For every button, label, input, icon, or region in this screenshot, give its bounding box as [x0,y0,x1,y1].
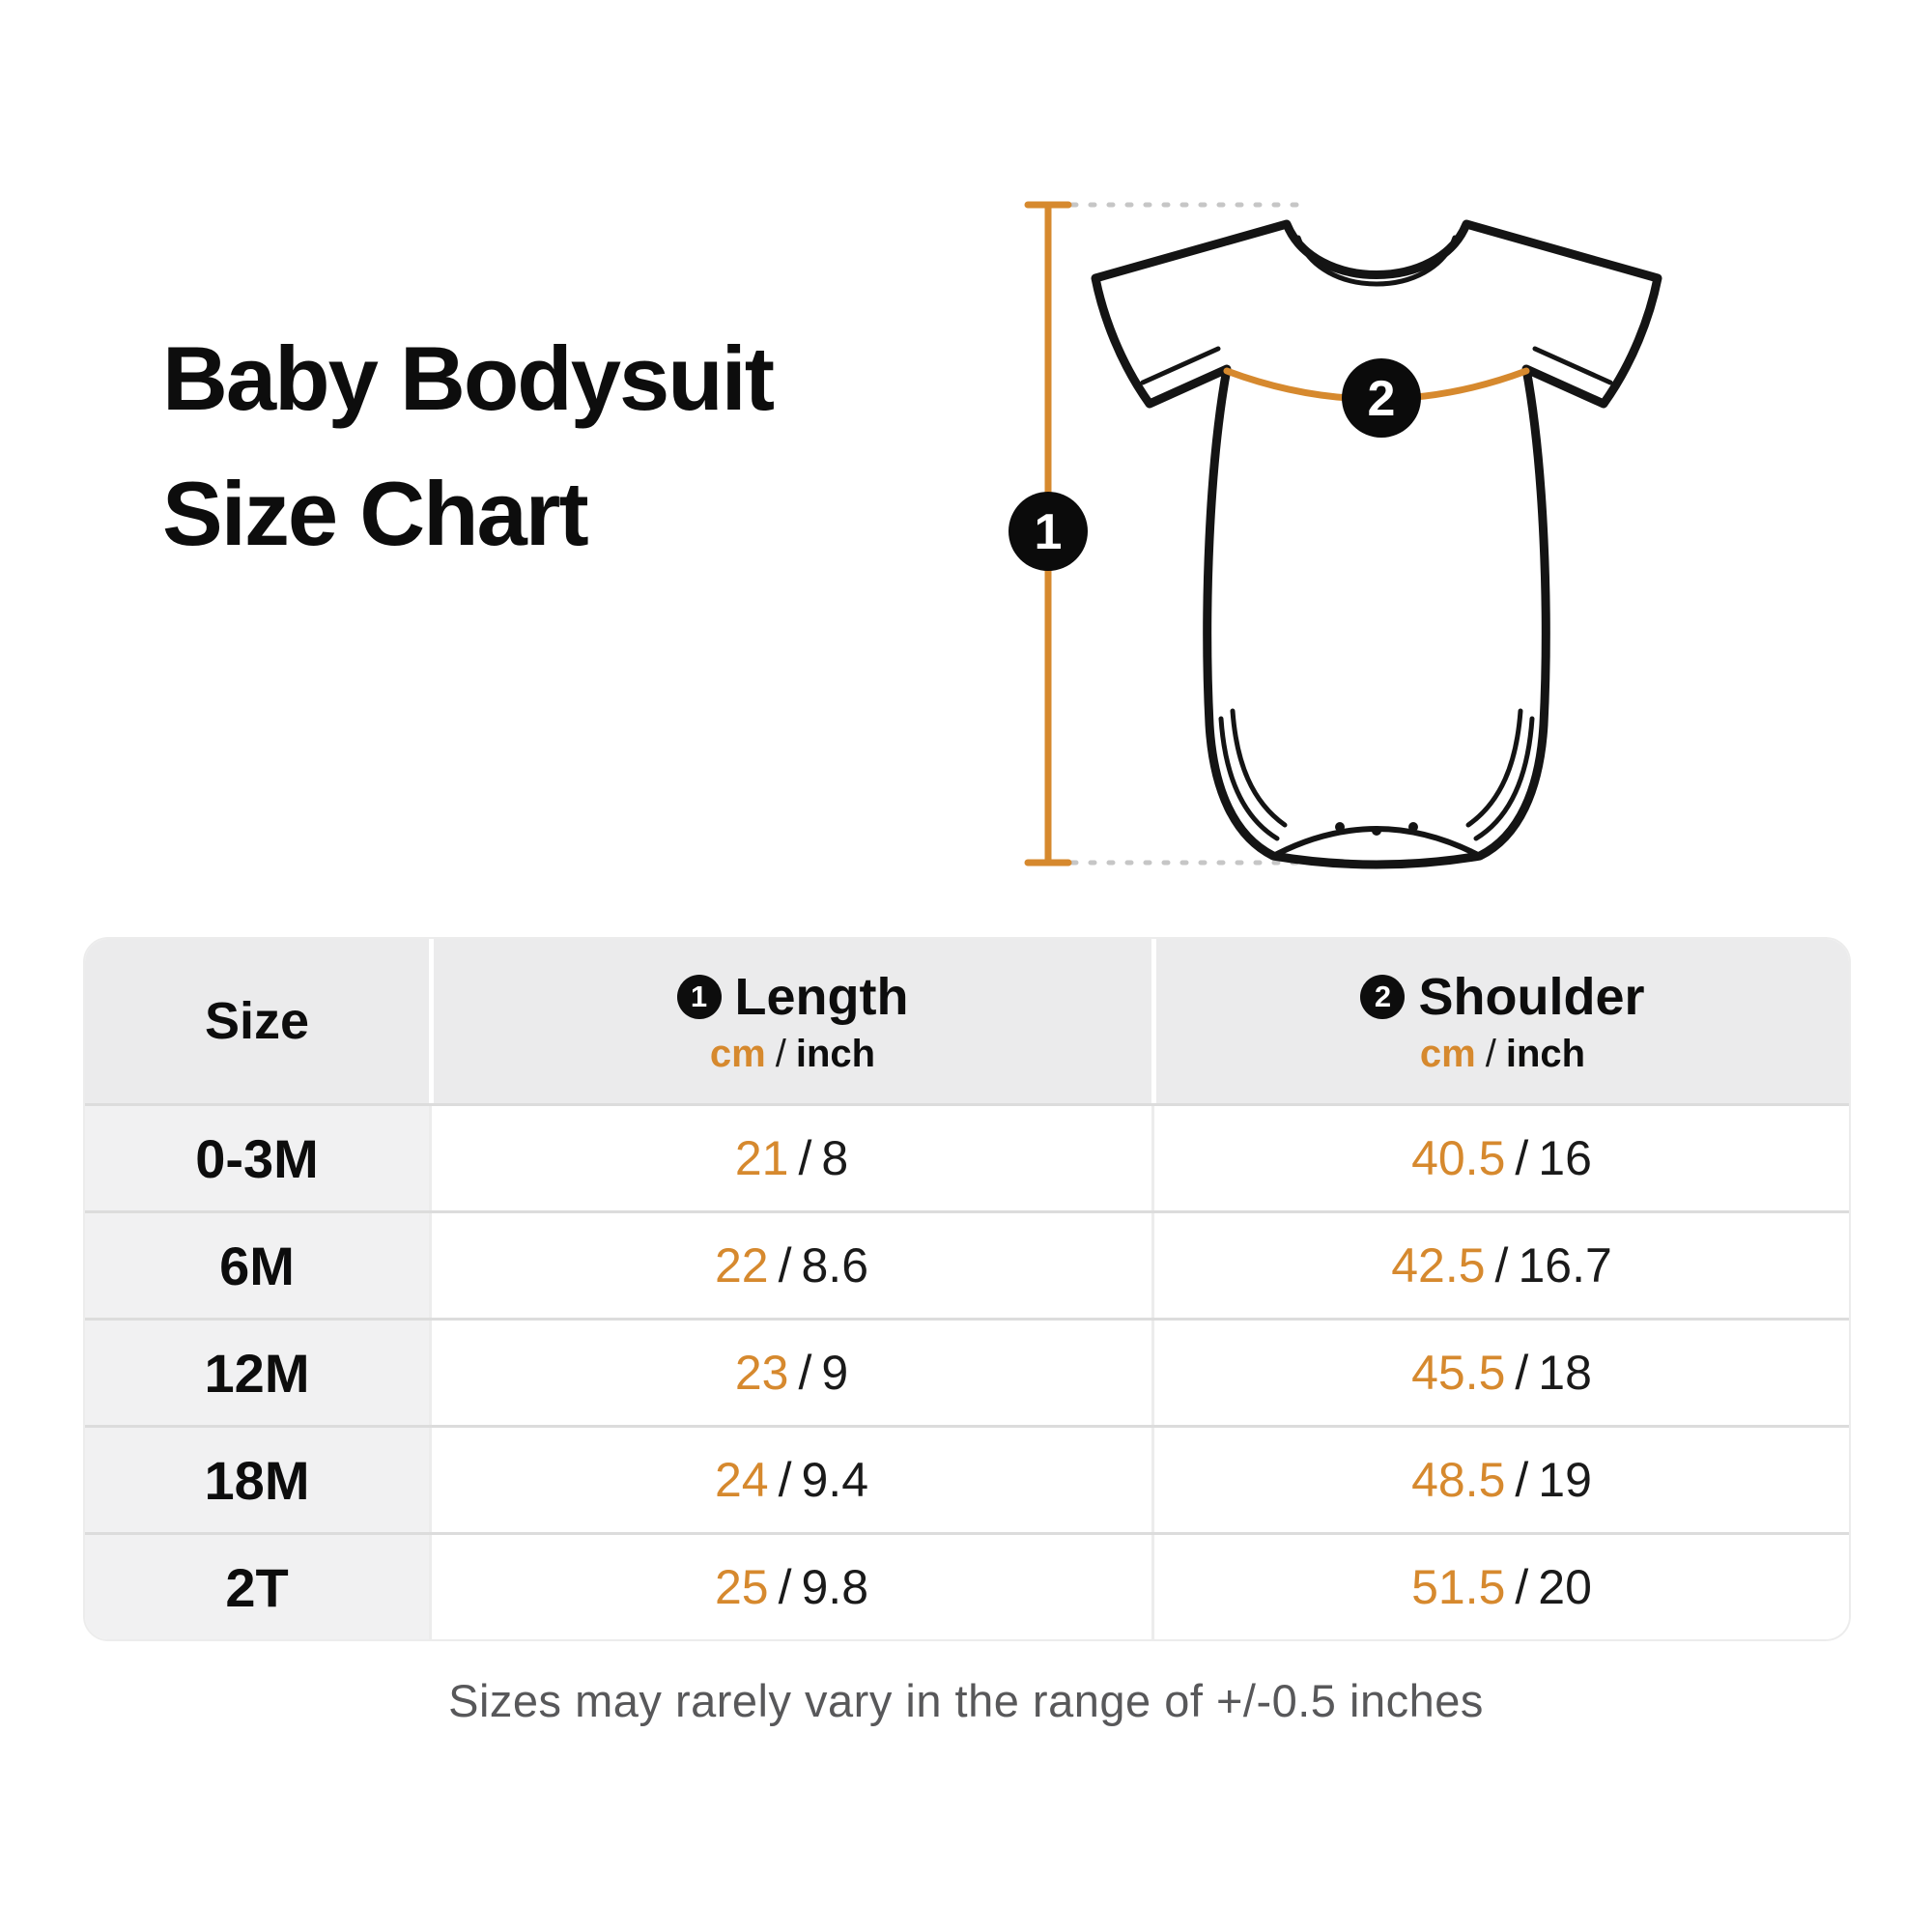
length-unit-inch: inch [795,1032,876,1075]
snap-dot [1408,822,1418,832]
page-title-line1: Baby Bodysuit [162,327,775,429]
size-value: 18M [204,1449,310,1511]
cm-value: 40.5 [1411,1131,1506,1185]
size-value: 6M [219,1235,295,1296]
size-value: 0-3M [195,1127,319,1189]
size-cell: 6M [85,1213,429,1318]
bodysuit-outline-drawing [1091,219,1662,869]
cm-value: 24 [714,1453,769,1507]
length-cell: 24/9.4 [429,1428,1151,1532]
inch-value: 9.4 [801,1453,869,1507]
length-cell: 21/8 [429,1106,1151,1210]
inch-value: 8.6 [801,1238,869,1293]
left-leg-band-line [1218,716,1280,841]
size-cell: 12M [85,1321,429,1425]
table-row: 2T 25/9.8 51.5/20 [85,1532,1849,1639]
page-title: Baby Bodysuit Size Chart [162,311,775,582]
shoulder-unit-cm: cm [1419,1032,1476,1075]
shoulder-cell: 45.5/18 [1151,1321,1849,1425]
length-header-label: Length [734,967,909,1026]
shoulder-marker: 2 [1342,358,1421,438]
inch-value: 20 [1538,1560,1592,1614]
shoulder-cell: 51.5/20 [1151,1535,1849,1639]
value-separator: / [1515,1131,1529,1185]
value-separator: / [798,1346,812,1400]
svg-text:1: 1 [1035,504,1063,560]
inch-value: 16 [1538,1131,1592,1185]
shoulder-unit-separator: / [1485,1032,1496,1075]
shoulder-unit-inch: inch [1505,1032,1586,1075]
cm-value: 22 [714,1238,769,1293]
right-leg-band-line2 [1465,708,1523,828]
collar-inner-line [1295,235,1458,287]
page-title-line2: Size Chart [162,463,589,564]
left-cuff-line [1140,346,1221,385]
shoulder-marker-badge: 2 [1360,974,1406,1019]
table-row: 6M 22/8.6 42.5/16.7 [85,1210,1849,1318]
bodysuit-measurement-diagram: 1 2 [1009,201,1662,869]
table-row: 18M 24/9.4 48.5/19 [85,1425,1849,1532]
inch-value: 9 [821,1346,849,1400]
cm-value: 45.5 [1411,1346,1506,1400]
size-cell: 0-3M [85,1106,429,1210]
cm-value: 42.5 [1391,1238,1486,1293]
right-leg-band-line [1473,716,1535,841]
cm-value: 51.5 [1411,1560,1506,1614]
length-unit-cm: cm [709,1032,766,1075]
table-header-row: Size 1 Length cm / inch 2 Shoulder cm / inch [85,939,1849,1103]
shoulder-cell: 48.5/19 [1151,1428,1849,1532]
value-separator: / [1515,1453,1529,1507]
left-leg-band-line2 [1230,708,1288,828]
value-separator: / [778,1560,792,1614]
cm-value: 25 [714,1560,769,1614]
length-cell: 22/8.6 [429,1213,1151,1318]
cm-value: 21 [734,1131,789,1185]
size-cell: 2T [85,1535,429,1639]
table-row: 12M 23/9 45.5/18 [85,1318,1849,1425]
value-separator: / [1515,1560,1529,1614]
shoulder-cell: 42.5/16.7 [1151,1213,1849,1318]
size-header-label: Size [204,992,310,1050]
length-unit-separator: / [775,1032,786,1075]
shoulder-column-header: 2 Shoulder cm / inch [1151,939,1849,1103]
footer-note: Sizes may rarely vary in the range of +/… [448,1675,1484,1726]
value-separator: / [778,1453,792,1507]
length-column-header: 1 Length cm / inch [429,939,1151,1103]
value-separator: / [1515,1346,1529,1400]
size-value: 2T [225,1556,289,1618]
value-separator: / [778,1238,792,1293]
svg-text:2: 2 [1368,371,1396,427]
cm-value: 23 [734,1346,789,1400]
shoulder-cell: 40.5/16 [1151,1106,1849,1210]
inch-value: 18 [1538,1346,1592,1400]
value-separator: / [798,1131,812,1185]
inch-value: 9.8 [801,1560,869,1614]
size-cell: 18M [85,1428,429,1532]
inch-value: 19 [1538,1453,1592,1507]
length-cell: 25/9.8 [429,1535,1151,1639]
cm-value: 48.5 [1411,1453,1506,1507]
inch-value: 16.7 [1518,1238,1612,1293]
shoulder-header-label: Shoulder [1418,967,1645,1026]
length-marker: 1 [1009,492,1088,571]
right-cuff-line [1532,346,1613,385]
snap-dot [1372,826,1381,836]
size-value: 12M [204,1342,310,1404]
size-table: Size 1 Length cm / inch 2 Shoulder cm / inch [83,937,1851,1641]
table-body: 0-3M 21/8 40.5/16 6M 22/8.6 42.5/16.7 12M 23/9 4… [85,1103,1849,1639]
value-separator: / [1494,1238,1509,1293]
length-cell: 23/9 [429,1321,1151,1425]
size-column-header: Size [85,939,429,1103]
inch-value: 8 [821,1131,849,1185]
snap-dot [1335,822,1345,832]
length-marker-badge: 1 [676,974,722,1019]
table-row: 0-3M 21/8 40.5/16 [85,1103,1849,1210]
